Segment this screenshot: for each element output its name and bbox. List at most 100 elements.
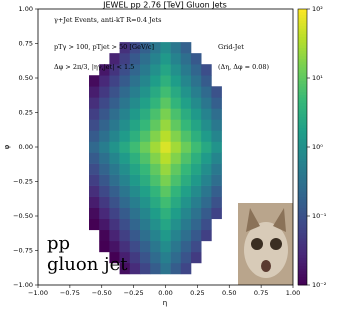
cell	[201, 119, 212, 131]
cell	[170, 108, 182, 120]
cell	[170, 130, 182, 142]
cell	[99, 152, 110, 164]
colorbar-step	[298, 108, 307, 112]
cell	[180, 262, 192, 275]
cell	[119, 174, 131, 186]
cell	[109, 218, 120, 231]
cell	[160, 163, 171, 175]
cell	[140, 75, 151, 87]
cell	[180, 240, 192, 253]
colorbar-step	[298, 102, 307, 106]
cell	[119, 130, 131, 142]
cell	[140, 86, 151, 98]
cell	[191, 108, 202, 120]
cell	[140, 53, 151, 65]
colorbar-step	[298, 265, 307, 269]
cell	[140, 141, 151, 153]
cell	[89, 141, 100, 153]
cell	[109, 174, 120, 186]
cell	[89, 163, 100, 175]
colorbar-step	[298, 42, 307, 46]
colorbar-step	[298, 221, 307, 225]
colorbar-step	[298, 273, 307, 278]
colorbar-step	[298, 254, 307, 258]
cell	[180, 108, 192, 120]
cell	[119, 185, 131, 197]
cell	[191, 97, 202, 109]
cell	[201, 218, 212, 231]
colorbar-step	[298, 216, 307, 220]
cell	[150, 218, 161, 231]
colorbar-step	[298, 240, 307, 244]
cell	[211, 207, 222, 220]
cell	[160, 262, 171, 275]
cell	[140, 64, 151, 76]
cell	[170, 163, 182, 175]
cell	[180, 163, 192, 175]
colorbar-step	[298, 113, 307, 118]
cell	[129, 53, 141, 65]
cell	[150, 207, 161, 220]
cell	[109, 163, 120, 175]
cell	[170, 218, 182, 231]
annotation: γ+Jet Events, anti-kT R=0.4 Jets	[54, 16, 161, 24]
cell	[140, 196, 151, 209]
colorbar-step	[298, 229, 307, 233]
cell	[180, 141, 192, 153]
colorbar-step	[298, 218, 307, 222]
cell	[180, 64, 192, 76]
cell	[129, 119, 141, 131]
cell	[140, 163, 151, 175]
cell	[201, 185, 212, 197]
colorbar-step	[298, 279, 307, 283]
cell	[119, 207, 131, 220]
cell	[180, 152, 192, 164]
cell	[170, 262, 182, 275]
cell	[180, 97, 192, 109]
cell	[89, 207, 100, 220]
cell	[160, 75, 171, 87]
cell	[109, 240, 120, 253]
cell	[140, 174, 151, 186]
colorbar-step	[298, 158, 307, 162]
cell	[211, 163, 222, 175]
cell	[191, 229, 202, 242]
colorbar-step	[298, 116, 307, 120]
cell	[191, 119, 202, 131]
colorbar-step	[298, 86, 307, 90]
cell	[129, 64, 141, 76]
cell	[129, 152, 141, 164]
colorbar-step	[298, 227, 307, 231]
cat-ear	[273, 208, 286, 232]
annotation: Grid-Jet	[218, 43, 244, 51]
y-tick-label: −0.75	[13, 247, 33, 255]
colorbar-step	[298, 33, 307, 37]
cell	[109, 141, 120, 153]
cell	[89, 119, 100, 131]
cell	[170, 185, 182, 197]
cell	[180, 229, 192, 242]
cell	[170, 53, 182, 65]
cell	[150, 53, 161, 65]
cell	[99, 163, 110, 175]
colorbar-step	[298, 89, 307, 93]
colorbar-step	[298, 78, 307, 82]
colorbar-step	[298, 144, 307, 148]
cell	[211, 141, 222, 153]
cell	[170, 86, 182, 98]
colorbar-step	[298, 207, 307, 211]
colorbar-step	[298, 138, 307, 142]
colorbar-step	[298, 163, 307, 167]
cell	[129, 130, 141, 142]
y-tick-label: 0.50	[19, 74, 33, 82]
cell	[129, 42, 141, 54]
cell	[129, 97, 141, 109]
cell	[129, 75, 141, 87]
colorbar-step	[298, 149, 307, 153]
colorbar-step	[298, 188, 307, 192]
colorbar-step	[298, 75, 307, 79]
cell	[211, 108, 222, 120]
cell	[201, 207, 212, 220]
colorbar-step	[298, 50, 307, 54]
